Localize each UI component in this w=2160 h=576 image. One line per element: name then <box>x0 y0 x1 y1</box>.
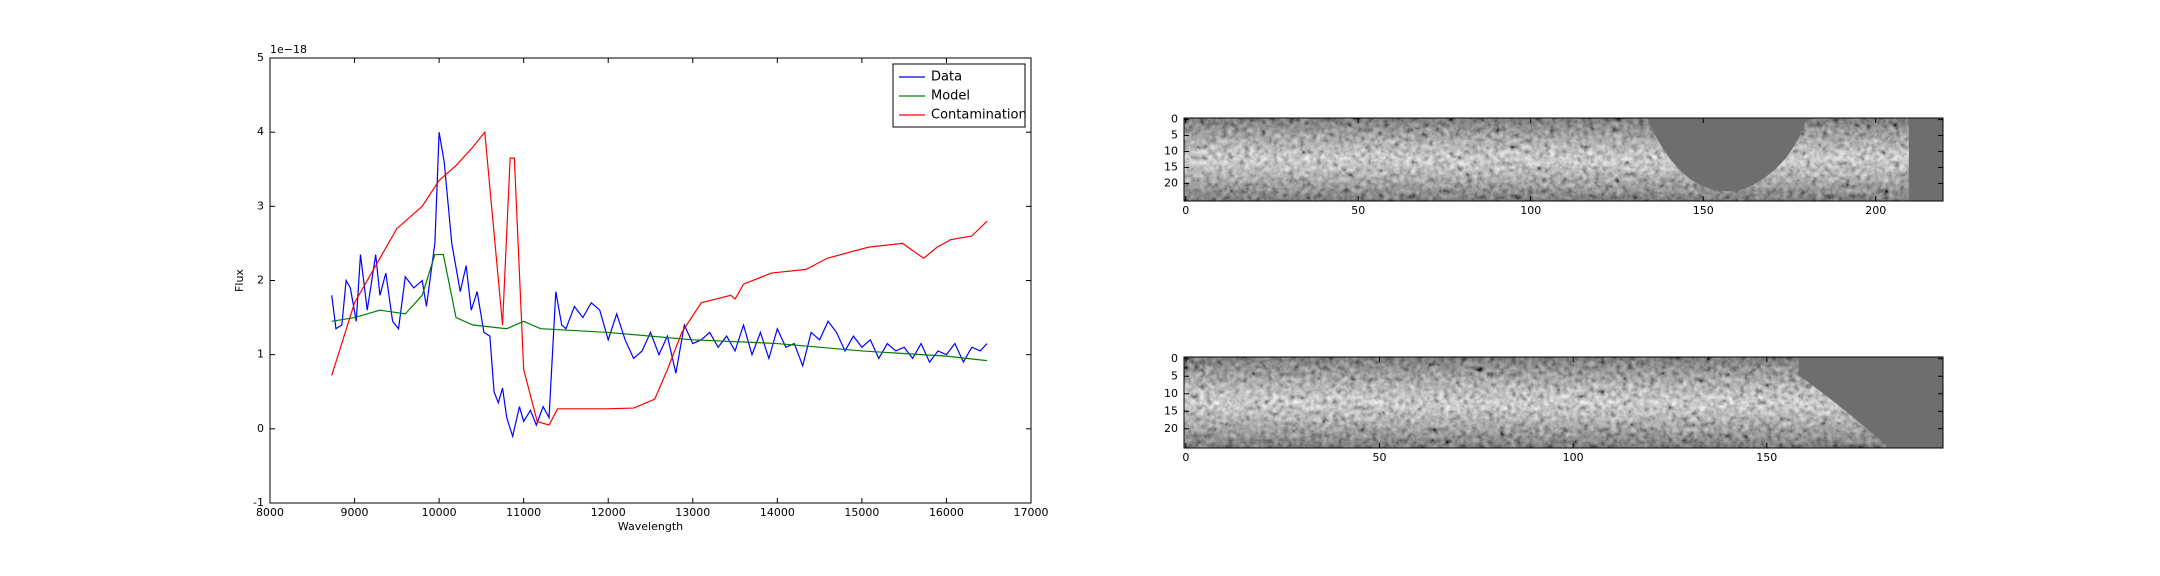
y-tick-label: 5 <box>1171 369 1178 382</box>
x-tick-label: 100 <box>1520 204 1541 217</box>
legend-label: Data <box>931 70 962 85</box>
masked-region <box>1798 357 1943 448</box>
x-tick-label: 0 <box>1182 204 1189 217</box>
y-tick-label: 1 <box>257 348 264 361</box>
image-frame <box>1183 117 1944 202</box>
x-tick-label: 200 <box>1865 204 1886 217</box>
y-tick-label: 15 <box>1164 160 1178 173</box>
legend-label: Model <box>931 89 970 104</box>
data-line <box>331 130 988 426</box>
offset-text: 1e−18 <box>270 43 307 56</box>
image <box>1184 357 1943 448</box>
x-axis-label: Wavelength <box>618 520 683 533</box>
y-tick-label: 0 <box>1171 352 1178 365</box>
x-tick-label: 13000 <box>675 506 710 519</box>
x-tick-label: 8000 <box>256 506 284 519</box>
x-tick-label: 12000 <box>591 506 626 519</box>
x-tick-label: 50 <box>1351 204 1365 217</box>
legend: Data Model Contamination <box>892 63 1027 128</box>
image-frame <box>1183 356 1944 449</box>
y-tick-label: -1 <box>253 496 264 509</box>
x-tick-label: 16000 <box>929 506 964 519</box>
masked-region <box>1646 118 1807 192</box>
y-tick-label: 5 <box>257 51 264 64</box>
x-tick-label: 15000 <box>844 506 879 519</box>
image-band <box>1184 118 1943 201</box>
y-tick-label: 2 <box>257 274 264 287</box>
data-line <box>331 132 988 439</box>
x-tick-label: 9000 <box>341 506 369 519</box>
data-line <box>331 253 988 362</box>
x-tick-label: 14000 <box>760 506 795 519</box>
x-tick-label: 100 <box>1563 451 1584 464</box>
y-tick-label: 5 <box>1171 129 1178 142</box>
y-tick-label: 10 <box>1164 145 1178 158</box>
x-tick-label: 150 <box>1693 204 1714 217</box>
x-tick-label: 11000 <box>506 506 541 519</box>
x-tick-label: 50 <box>1373 451 1387 464</box>
y-tick-label: 10 <box>1164 387 1178 400</box>
image <box>1184 118 1943 201</box>
y-axis-label: Flux <box>233 269 246 292</box>
plot-frame <box>269 57 1032 504</box>
y-tick-label: 20 <box>1164 176 1178 189</box>
y-tick-label: 0 <box>1171 113 1178 126</box>
legend-label: Contamination <box>931 108 1027 123</box>
x-tick-label: 0 <box>1182 451 1189 464</box>
masked-region <box>1908 118 1943 201</box>
y-tick-label: 4 <box>257 125 264 138</box>
y-tick-label: 0 <box>257 422 264 435</box>
y-tick-label: 15 <box>1164 404 1178 417</box>
x-tick-label: 17000 <box>1014 506 1049 519</box>
x-tick-label: 10000 <box>422 506 457 519</box>
y-tick-label: 3 <box>257 199 264 212</box>
x-tick-label: 150 <box>1756 451 1777 464</box>
y-tick-label: 20 <box>1164 422 1178 435</box>
